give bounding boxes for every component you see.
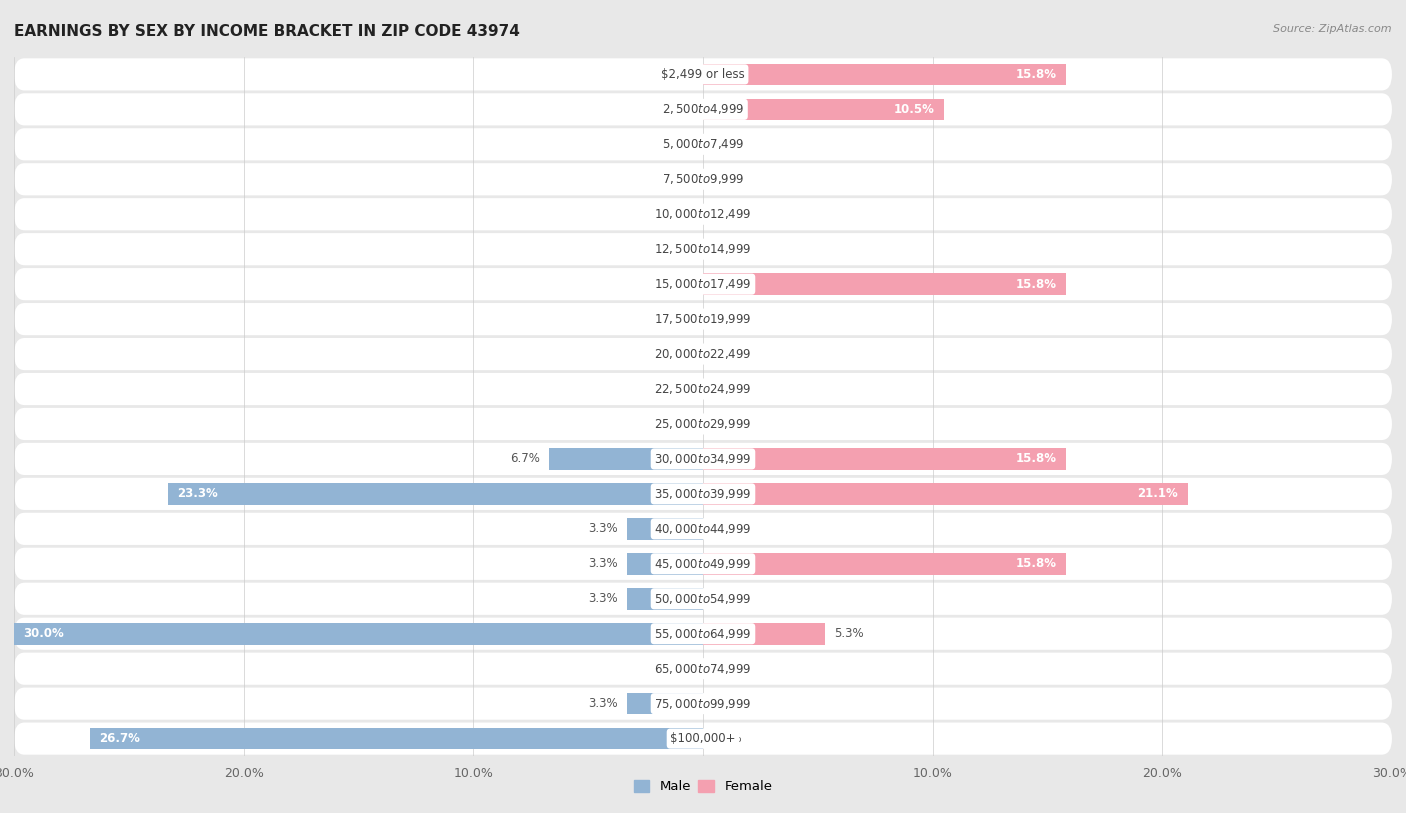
Bar bbox=[167, 483, 703, 505]
FancyBboxPatch shape bbox=[14, 653, 1392, 685]
Text: 0.0%: 0.0% bbox=[713, 208, 742, 220]
Text: $30,000 to $34,999: $30,000 to $34,999 bbox=[654, 452, 752, 466]
Text: Source: ZipAtlas.com: Source: ZipAtlas.com bbox=[1274, 24, 1392, 34]
Text: 10.5%: 10.5% bbox=[894, 103, 935, 115]
Bar bbox=[627, 588, 703, 610]
Text: 21.1%: 21.1% bbox=[1137, 488, 1178, 500]
Bar bbox=[703, 63, 1066, 85]
FancyBboxPatch shape bbox=[14, 128, 1392, 160]
Text: 0.0%: 0.0% bbox=[713, 173, 742, 185]
Text: 3.3%: 3.3% bbox=[588, 698, 619, 710]
Text: $12,500 to $14,999: $12,500 to $14,999 bbox=[654, 242, 752, 256]
FancyBboxPatch shape bbox=[14, 163, 1392, 195]
Bar bbox=[703, 483, 1188, 505]
Text: 30.0%: 30.0% bbox=[24, 628, 65, 640]
FancyBboxPatch shape bbox=[14, 513, 1392, 545]
FancyBboxPatch shape bbox=[14, 618, 1392, 650]
Text: 26.7%: 26.7% bbox=[98, 733, 141, 745]
Text: $17,500 to $19,999: $17,500 to $19,999 bbox=[654, 312, 752, 326]
Text: $22,500 to $24,999: $22,500 to $24,999 bbox=[654, 382, 752, 396]
Text: 0.0%: 0.0% bbox=[664, 348, 693, 360]
Text: 0.0%: 0.0% bbox=[664, 68, 693, 80]
Text: 0.0%: 0.0% bbox=[713, 418, 742, 430]
Text: 0.0%: 0.0% bbox=[713, 243, 742, 255]
FancyBboxPatch shape bbox=[14, 688, 1392, 720]
Text: 0.0%: 0.0% bbox=[713, 733, 742, 745]
Text: 15.8%: 15.8% bbox=[1015, 68, 1057, 80]
Text: 0.0%: 0.0% bbox=[664, 103, 693, 115]
Bar bbox=[703, 448, 1066, 470]
Text: $15,000 to $17,499: $15,000 to $17,499 bbox=[654, 277, 752, 291]
Bar bbox=[703, 623, 825, 645]
Text: 0.0%: 0.0% bbox=[664, 313, 693, 325]
Text: 5.3%: 5.3% bbox=[834, 628, 863, 640]
FancyBboxPatch shape bbox=[14, 59, 1392, 90]
Text: 0.0%: 0.0% bbox=[664, 663, 693, 675]
Text: 0.0%: 0.0% bbox=[713, 348, 742, 360]
Bar bbox=[703, 98, 945, 120]
Text: EARNINGS BY SEX BY INCOME BRACKET IN ZIP CODE 43974: EARNINGS BY SEX BY INCOME BRACKET IN ZIP… bbox=[14, 24, 520, 39]
Text: $100,000+: $100,000+ bbox=[671, 733, 735, 745]
FancyBboxPatch shape bbox=[14, 303, 1392, 335]
Text: 0.0%: 0.0% bbox=[713, 313, 742, 325]
Text: 23.3%: 23.3% bbox=[177, 488, 218, 500]
Bar bbox=[627, 553, 703, 575]
Text: $55,000 to $64,999: $55,000 to $64,999 bbox=[654, 627, 752, 641]
Text: $50,000 to $54,999: $50,000 to $54,999 bbox=[654, 592, 752, 606]
FancyBboxPatch shape bbox=[14, 233, 1392, 265]
Bar bbox=[90, 728, 703, 750]
FancyBboxPatch shape bbox=[14, 408, 1392, 440]
Text: 0.0%: 0.0% bbox=[713, 593, 742, 605]
Text: $35,000 to $39,999: $35,000 to $39,999 bbox=[654, 487, 752, 501]
Text: $2,499 or less: $2,499 or less bbox=[661, 68, 745, 80]
FancyBboxPatch shape bbox=[14, 723, 1392, 754]
Text: 0.0%: 0.0% bbox=[664, 383, 693, 395]
Text: 0.0%: 0.0% bbox=[664, 418, 693, 430]
Bar bbox=[703, 553, 1066, 575]
Text: 0.0%: 0.0% bbox=[713, 663, 742, 675]
Text: 15.8%: 15.8% bbox=[1015, 558, 1057, 570]
FancyBboxPatch shape bbox=[14, 373, 1392, 405]
Text: $45,000 to $49,999: $45,000 to $49,999 bbox=[654, 557, 752, 571]
Bar bbox=[14, 623, 703, 645]
Legend: Male, Female: Male, Female bbox=[628, 775, 778, 798]
Text: 6.7%: 6.7% bbox=[510, 453, 540, 465]
Text: $7,500 to $9,999: $7,500 to $9,999 bbox=[662, 172, 744, 186]
FancyBboxPatch shape bbox=[14, 198, 1392, 230]
FancyBboxPatch shape bbox=[14, 443, 1392, 475]
Text: 3.3%: 3.3% bbox=[588, 558, 619, 570]
Text: $25,000 to $29,999: $25,000 to $29,999 bbox=[654, 417, 752, 431]
FancyBboxPatch shape bbox=[14, 93, 1392, 125]
Text: 0.0%: 0.0% bbox=[664, 208, 693, 220]
Text: 0.0%: 0.0% bbox=[713, 523, 742, 535]
Text: $5,000 to $7,499: $5,000 to $7,499 bbox=[662, 137, 744, 151]
Text: 0.0%: 0.0% bbox=[664, 173, 693, 185]
Text: $65,000 to $74,999: $65,000 to $74,999 bbox=[654, 662, 752, 676]
Text: 0.0%: 0.0% bbox=[713, 383, 742, 395]
Text: 0.0%: 0.0% bbox=[713, 138, 742, 150]
FancyBboxPatch shape bbox=[14, 268, 1392, 300]
Text: $10,000 to $12,499: $10,000 to $12,499 bbox=[654, 207, 752, 221]
Text: 3.3%: 3.3% bbox=[588, 523, 619, 535]
FancyBboxPatch shape bbox=[14, 478, 1392, 510]
Bar bbox=[550, 448, 703, 470]
Bar bbox=[627, 518, 703, 540]
Text: 0.0%: 0.0% bbox=[664, 138, 693, 150]
FancyBboxPatch shape bbox=[14, 548, 1392, 580]
Text: 15.8%: 15.8% bbox=[1015, 453, 1057, 465]
Text: $40,000 to $44,999: $40,000 to $44,999 bbox=[654, 522, 752, 536]
Text: 0.0%: 0.0% bbox=[713, 698, 742, 710]
Text: $2,500 to $4,999: $2,500 to $4,999 bbox=[662, 102, 744, 116]
FancyBboxPatch shape bbox=[14, 338, 1392, 370]
FancyBboxPatch shape bbox=[14, 583, 1392, 615]
Text: $20,000 to $22,499: $20,000 to $22,499 bbox=[654, 347, 752, 361]
Bar bbox=[627, 693, 703, 715]
Text: 15.8%: 15.8% bbox=[1015, 278, 1057, 290]
Text: 0.0%: 0.0% bbox=[664, 278, 693, 290]
Bar bbox=[703, 273, 1066, 295]
Text: $75,000 to $99,999: $75,000 to $99,999 bbox=[654, 697, 752, 711]
Text: 3.3%: 3.3% bbox=[588, 593, 619, 605]
Text: 0.0%: 0.0% bbox=[664, 243, 693, 255]
